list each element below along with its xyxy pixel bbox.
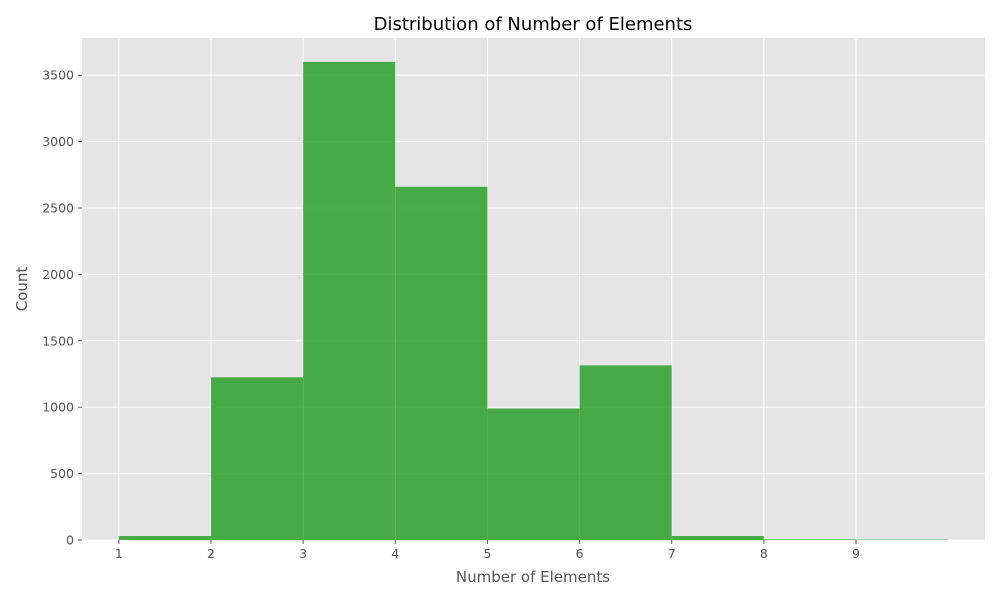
chart-title: Distribution of Number of Elements [374, 14, 693, 35]
x-ticks: 1 2 3 4 5 6 7 8 9 [115, 540, 860, 561]
x-tick-label: 5 [483, 546, 491, 561]
x-tick-label: 3 [299, 546, 307, 561]
x-axis-label: Number of Elements [456, 568, 610, 586]
y-tick-label: 2000 [42, 267, 74, 282]
histogram-bar [487, 408, 580, 540]
histogram-bar [211, 377, 304, 540]
histogram-bar [303, 61, 396, 541]
x-tick-label: 2 [207, 546, 215, 561]
histogram-bar [118, 536, 211, 540]
y-tick-label: 3500 [42, 68, 74, 83]
y-tick-label: 1500 [42, 333, 74, 348]
x-tick-label: 4 [391, 546, 399, 561]
y-tick-label: 500 [50, 466, 74, 481]
y-tick-label: 3000 [42, 134, 74, 149]
bars [118, 61, 949, 541]
x-tick-label: 8 [760, 546, 768, 561]
y-ticks: 0 500 1000 1500 2000 2500 3000 3500 [42, 68, 82, 548]
y-tick-label: 1000 [42, 400, 74, 415]
y-axis-label: Count [13, 267, 31, 312]
histogram-bar [579, 365, 672, 540]
x-tick-label: 9 [852, 546, 860, 561]
y-tick-label: 0 [66, 533, 74, 548]
histogram-bar [395, 186, 488, 541]
x-tick-label: 1 [115, 546, 123, 561]
histogram-bar [671, 536, 764, 540]
histogram-bar [763, 539, 856, 540]
x-tick-label: 7 [668, 546, 676, 561]
x-tick-label: 6 [576, 546, 584, 561]
y-tick-label: 2500 [42, 200, 74, 215]
